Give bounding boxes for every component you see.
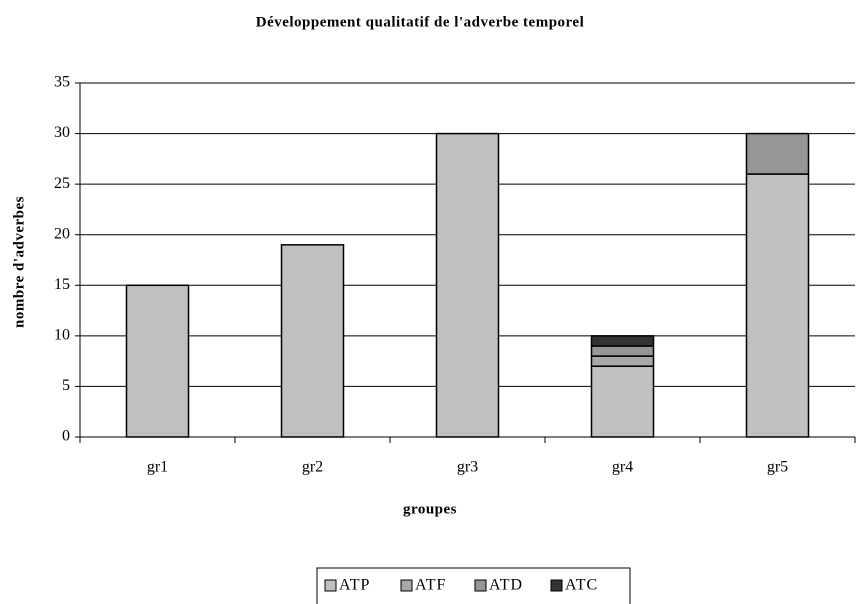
y-tick-label: 5 [62,377,70,394]
x-tick-label: gr4 [612,459,633,476]
legend-box [316,567,631,604]
bar-segment [745,173,810,438]
y-axis-title: nombre d'adverbes [11,196,27,328]
bar-segment [745,132,810,175]
x-tick-label: gr1 [147,459,168,476]
legend-swatch [474,579,487,592]
legend-label: ATD [489,577,523,594]
bar-segment [590,355,655,367]
bar-segment [590,335,655,347]
y-tick-label: 30 [54,124,70,141]
bar-segment [125,284,190,438]
legend-label: ATF [415,577,446,594]
y-tick-label: 15 [54,276,70,293]
bar-segment [435,132,500,438]
x-tick-label: gr2 [302,459,323,476]
legend-label: ATC [565,577,598,594]
bar-segment [590,345,655,357]
x-axis-title: groupes [403,501,457,517]
x-tick-label: gr5 [767,459,788,476]
legend-swatch [550,579,563,592]
legend-swatch [324,579,337,592]
x-tick-label: gr3 [457,459,478,476]
legend-label: ATP [339,577,370,594]
chart-title: Développement qualitatif de l'adverbe te… [256,14,585,30]
y-tick-label: 35 [54,74,70,91]
y-tick-label: 10 [54,327,70,344]
y-tick-label: 0 [62,428,70,445]
bar-segment [590,365,655,438]
bar-segment [280,244,345,438]
y-tick-label: 20 [54,225,70,242]
legend-swatch [400,579,413,592]
y-tick-label: 25 [54,175,70,192]
